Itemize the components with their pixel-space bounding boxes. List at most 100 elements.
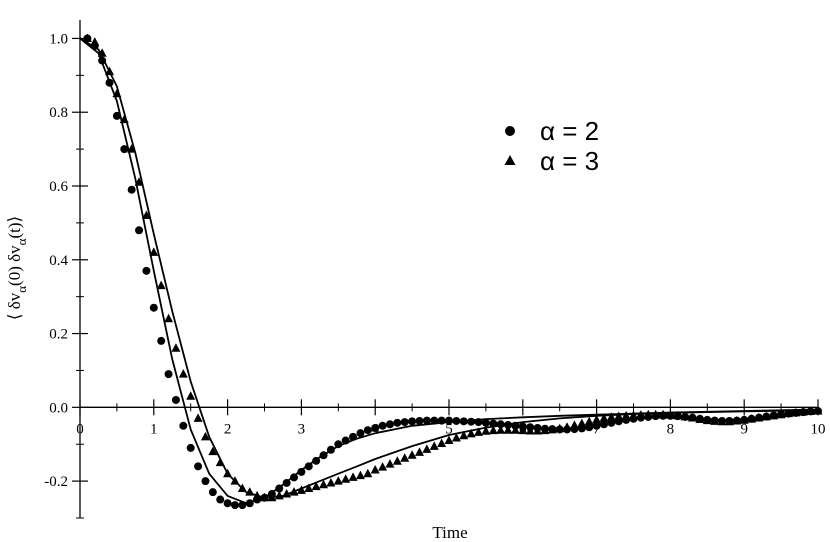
y-axis-label-open: ⟨ δv xyxy=(5,292,24,320)
triangle-point xyxy=(341,474,351,483)
legend: α = 2α = 3 xyxy=(504,116,599,176)
circle-point xyxy=(349,432,358,441)
triangle-point xyxy=(702,415,712,425)
y-tick-label: -0.2 xyxy=(44,474,68,490)
circle-point xyxy=(415,416,424,425)
y-axis-label-sub2: α xyxy=(14,238,29,245)
circle-point xyxy=(607,418,616,427)
triangle-point xyxy=(82,33,92,42)
circle-point xyxy=(142,266,151,275)
circle-point xyxy=(341,436,350,445)
fit-line-3 xyxy=(79,37,819,499)
triangle-point xyxy=(562,422,572,431)
triangle-point xyxy=(245,487,255,496)
triangle-point xyxy=(606,412,616,421)
triangle-point xyxy=(518,425,528,435)
triangle-point xyxy=(629,410,638,419)
triangle-point xyxy=(577,418,587,428)
circle-point xyxy=(599,420,608,429)
triangle-point xyxy=(754,413,764,422)
x-tick-label: 0 xyxy=(76,421,84,437)
circle-point xyxy=(334,440,343,449)
triangle-point xyxy=(776,409,786,419)
circle-point xyxy=(400,418,409,427)
y-tick-label: 0.8 xyxy=(49,105,68,121)
triangle-point xyxy=(791,407,801,417)
circle-point xyxy=(459,417,468,426)
triangle-point xyxy=(540,425,550,435)
triangle-point xyxy=(474,427,484,436)
legend-marker-circle xyxy=(505,126,515,136)
triangle-point xyxy=(451,432,461,442)
circle-point xyxy=(223,499,232,508)
data-points xyxy=(82,33,823,510)
triangle-point xyxy=(348,472,358,481)
triangle-point xyxy=(274,490,284,500)
triangle-point xyxy=(304,483,314,492)
triangle-point xyxy=(296,485,306,494)
circle-point xyxy=(356,429,365,438)
triangle-point xyxy=(724,416,734,426)
triangle-point xyxy=(496,425,506,434)
circle-point xyxy=(201,477,210,486)
circle-point xyxy=(304,462,313,471)
triangle-point xyxy=(311,481,321,491)
circle-point xyxy=(149,303,158,312)
circle-point xyxy=(216,495,225,504)
circle-point xyxy=(238,501,247,510)
triangle-point xyxy=(547,424,557,434)
triangle-point xyxy=(688,413,698,422)
circle-point xyxy=(452,416,461,425)
triangle-point xyxy=(355,470,365,480)
y-axis-label: ⟨ δvα(0) δvα(t)⟩ xyxy=(5,216,29,320)
triangle-point xyxy=(680,411,690,421)
y-tick-label: 0.4 xyxy=(49,253,68,269)
triangle-point xyxy=(164,313,174,323)
circle-point xyxy=(445,416,453,425)
circle-point xyxy=(378,421,387,430)
y-tick-label: 0.0 xyxy=(49,400,68,416)
y-axis-label-close: (t)⟩ xyxy=(5,216,24,239)
legend-label: α = 2 xyxy=(540,116,599,146)
circle-point xyxy=(275,484,284,493)
triangle-point xyxy=(200,431,210,441)
triangle-point xyxy=(127,144,137,153)
triangle-point xyxy=(237,483,247,492)
triangle-point xyxy=(252,490,262,500)
triangle-point xyxy=(739,415,749,424)
x-tick-label: 10 xyxy=(811,421,826,437)
triangle-point xyxy=(193,413,203,422)
circle-point xyxy=(230,501,239,510)
circle-point xyxy=(496,420,505,429)
triangle-point xyxy=(459,430,469,440)
triangle-point xyxy=(186,391,196,400)
triangle-point xyxy=(761,411,771,421)
circle-point xyxy=(481,418,490,427)
triangle-point xyxy=(798,407,808,416)
triangle-point xyxy=(414,447,424,456)
circle-point xyxy=(112,111,121,120)
triangle-point xyxy=(90,37,100,46)
circle-point xyxy=(127,185,136,194)
triangle-point xyxy=(673,410,683,420)
circle-point xyxy=(430,416,439,425)
x-tick-label: 1 xyxy=(150,421,158,437)
triangle-point xyxy=(621,410,631,420)
x-tick-label: 5 xyxy=(445,421,453,437)
triangle-point xyxy=(385,459,395,468)
triangle-point xyxy=(363,468,373,478)
circle-point xyxy=(312,456,321,465)
triangle-point xyxy=(481,426,491,435)
triangle-point xyxy=(422,444,432,453)
triangle-point xyxy=(747,414,757,423)
x-tick-label: 8 xyxy=(667,421,675,437)
triangle-point xyxy=(289,487,299,496)
triangle-point xyxy=(510,425,520,434)
triangle-point xyxy=(333,476,343,485)
y-ticks: -0.2 0.0 0.2 0.4 0.6 0.8 1.0 xyxy=(44,31,88,519)
triangle-point xyxy=(429,441,439,450)
triangle-point xyxy=(651,409,661,419)
triangle-point xyxy=(665,410,675,419)
circle-point xyxy=(592,421,601,430)
triangle-point xyxy=(503,425,513,434)
